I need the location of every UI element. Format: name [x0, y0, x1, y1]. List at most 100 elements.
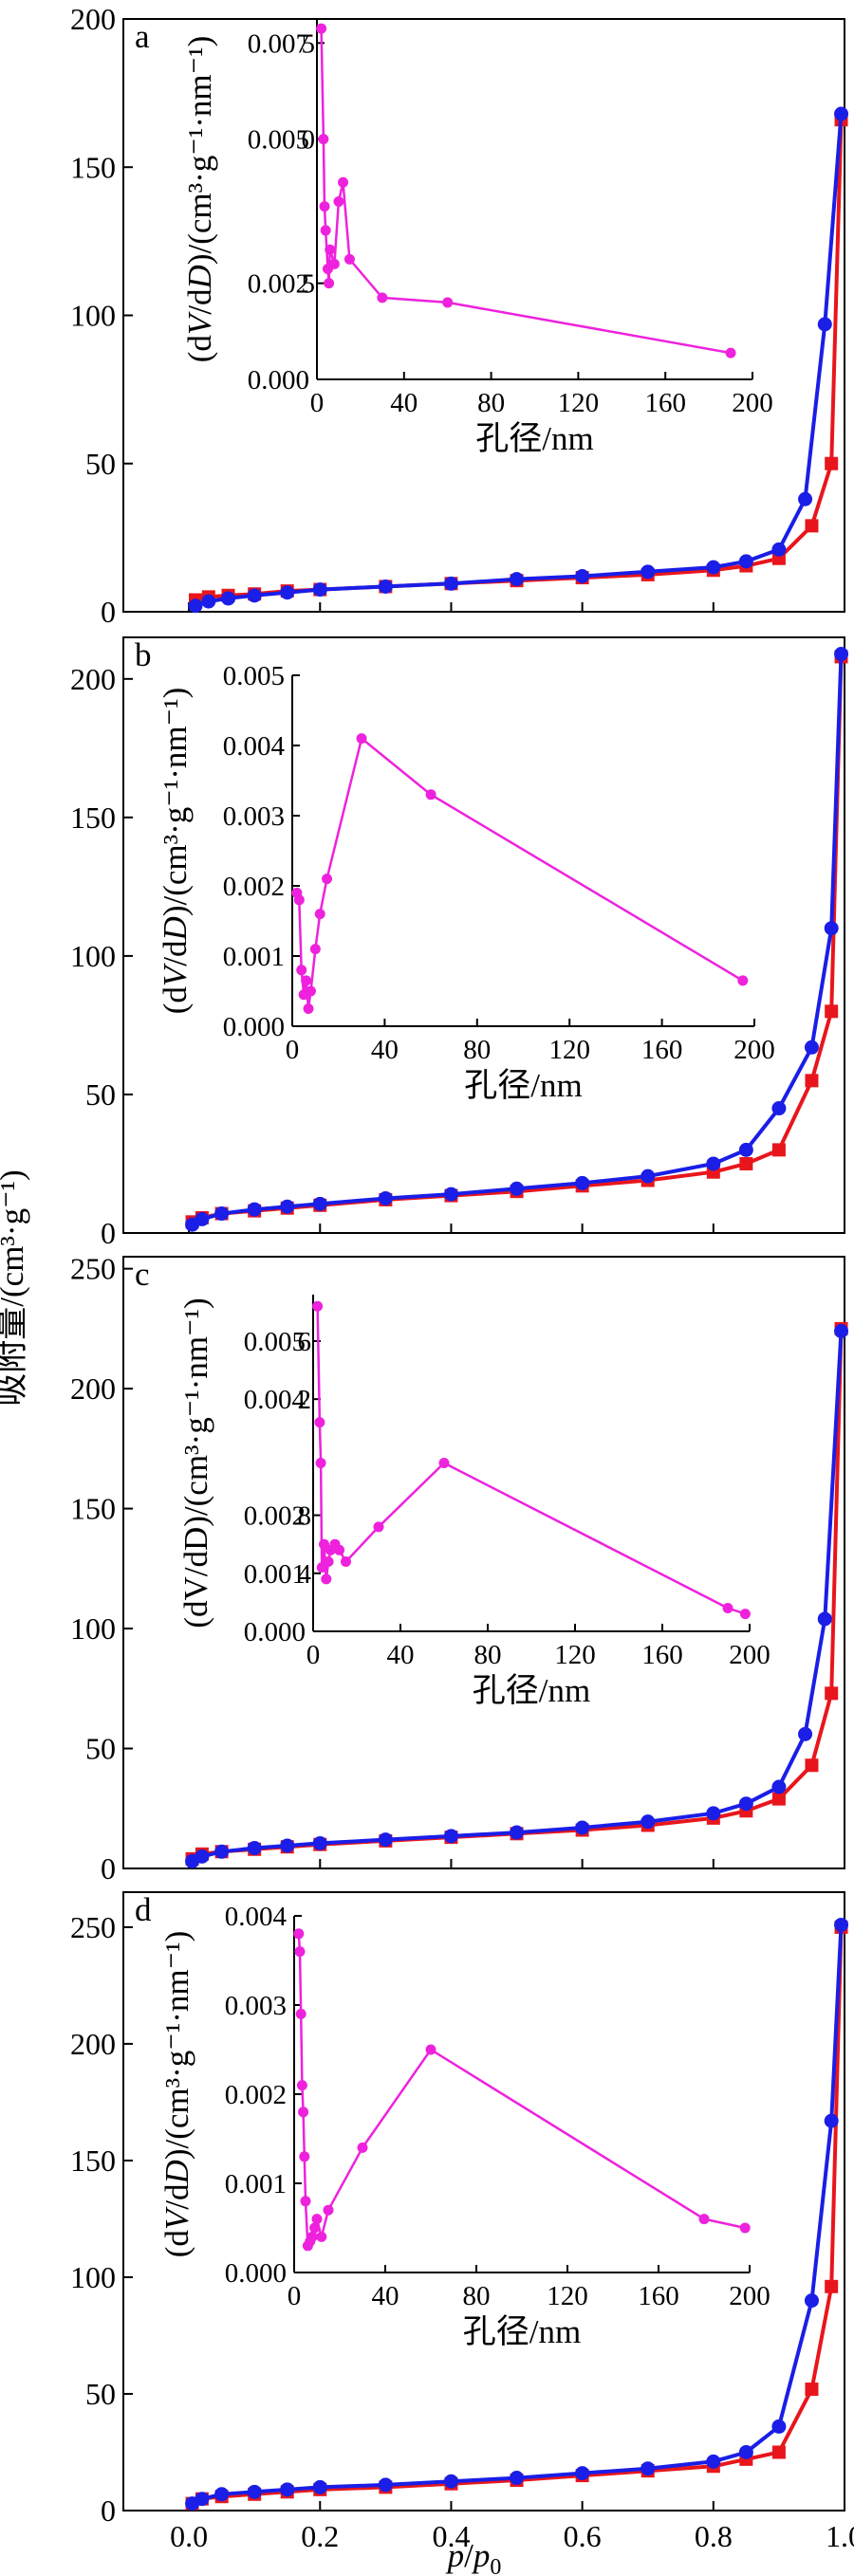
desorption-line	[191, 1924, 844, 2506]
desorption-point	[221, 591, 236, 606]
panel-label: a	[135, 18, 150, 55]
adsorption-point	[825, 456, 839, 470]
inset-x-axis-title: 孔径/nm	[464, 1067, 582, 1104]
inset-line	[320, 28, 732, 355]
inset-x-axis-title: 孔径/nm	[475, 420, 593, 457]
inset-x-tick-label: 40	[371, 1035, 399, 1065]
y-tick-label: 150	[70, 800, 116, 835]
inset-x-tick-label: 200	[732, 388, 773, 418]
inset-point	[318, 134, 329, 145]
inset-y-tick-label: 0.005	[223, 661, 285, 691]
desorption-point	[575, 2466, 590, 2481]
desorption-point	[640, 1168, 656, 1184]
panel-c: c0501001502002500.0000.00140.00280.00420…	[70, 1252, 849, 1886]
inset-point	[442, 297, 454, 308]
inset-y-axis-title: (dV/dD)/(cm³·g⁻¹·nm⁻¹)	[157, 688, 194, 1014]
y-tick-label: 200	[70, 2027, 116, 2061]
inset-point	[311, 2214, 323, 2225]
inset-point	[316, 23, 327, 34]
desorption-point	[738, 1796, 753, 1812]
y-tick-label: 0	[101, 1216, 116, 1250]
x-tick-label: 0.4	[432, 2519, 470, 2553]
inset-line	[297, 1933, 746, 2251]
inset-point	[322, 874, 333, 885]
desorption-line	[191, 653, 844, 1226]
y-tick-label: 100	[70, 2260, 116, 2294]
adsorption-point	[771, 1792, 786, 1806]
inset-point	[314, 1417, 325, 1428]
inset-y-tick-overlay: 2	[298, 1385, 312, 1415]
desorption-point	[771, 542, 787, 557]
inset-point	[325, 244, 336, 255]
inset-x-tick-label: 120	[548, 1035, 590, 1065]
inset-x-tick-label: 160	[641, 1640, 683, 1670]
x-tick-label: 0.2	[301, 2519, 339, 2553]
y-tick-label: 0	[101, 595, 116, 629]
desorption-point	[195, 1849, 210, 1864]
desorption-point	[834, 1917, 849, 1932]
desorption-point	[443, 2474, 458, 2489]
y-tick-label: 200	[70, 2, 116, 36]
y-tick-label: 150	[70, 2144, 116, 2178]
inset-point	[334, 1544, 345, 1555]
adsorption-point	[825, 1004, 839, 1019]
adsorption-point	[771, 1143, 786, 1157]
inset-point	[357, 2142, 368, 2153]
inset-y-axis-title: (dV/dD)/(cm³·g⁻¹·nm⁻¹)	[177, 1297, 214, 1628]
desorption-point	[575, 1175, 590, 1190]
inset-y-tick-label: 0.002	[225, 2080, 287, 2110]
y-tick-label: 50	[85, 2377, 116, 2411]
inset-y-tick-label: 0.004	[223, 731, 286, 762]
inset-x-tick-label: 120	[558, 388, 600, 418]
desorption-point	[312, 582, 327, 598]
inset-x-tick-label: 200	[729, 2281, 770, 2311]
panel-frame	[122, 636, 845, 1234]
desorption-point	[640, 1814, 656, 1830]
adsorption-point	[825, 1686, 839, 1701]
adsorption-point	[805, 1758, 819, 1773]
inset-y-tick-label: 0.000	[223, 1012, 285, 1042]
x-tick-label: 0.0	[170, 2519, 208, 2553]
desorption-point	[201, 594, 216, 609]
desorption-point	[510, 1181, 525, 1196]
inset-y-tick-overlay: 6	[298, 1327, 312, 1357]
inset-point	[301, 975, 312, 986]
inset-point	[323, 1556, 334, 1568]
desorption-point	[378, 2477, 393, 2493]
desorption-point	[214, 1844, 230, 1859]
desorption-point	[510, 2471, 525, 2486]
inset-y-tick-label: 0.000	[225, 2258, 287, 2289]
desorption-point	[824, 2113, 839, 2128]
inset-point	[722, 1603, 733, 1614]
inset-point	[320, 225, 331, 236]
desorption-point	[280, 1199, 295, 1214]
inset-x-tick-label: 120	[554, 1640, 596, 1670]
x-axis-title: p/p0	[445, 2537, 502, 2576]
inset-point	[316, 2231, 327, 2242]
inset-b: 0.000 0.001 0.002 0.003 0.004 0.005 0 40 80 120 16…	[157, 661, 775, 1104]
desorption-point	[575, 1820, 590, 1835]
inset-x-tick-label: 200	[729, 1640, 770, 1670]
desorption-point	[834, 647, 849, 662]
inset-x-tick-label: 40	[390, 388, 418, 418]
inset-x-tick-label: 80	[474, 1640, 502, 1670]
inset-point	[739, 1609, 751, 1620]
desorption-point	[824, 921, 839, 936]
inset-y-tick-label: 0.001	[223, 942, 285, 972]
desorption-point	[247, 588, 262, 603]
inset-y-axis-title: (dV/dD)/(cm³·g⁻¹·nm⁻¹)	[158, 1931, 195, 2257]
inset-y-tick-overlay: 8	[298, 1501, 312, 1532]
inset-d: 0.000 0.001 0.002 0.003 0.004 0 40 80 120 160 200 孔…	[158, 1902, 770, 2350]
inset-y-tick-label: 0.003	[223, 801, 285, 832]
inset-x-tick-label: 160	[641, 1035, 683, 1065]
inset-y-tick-overlay: 5	[302, 269, 316, 300]
inset-x-tick-label: 160	[644, 388, 686, 418]
inset-y-tick-label: 0.002	[248, 269, 309, 300]
inset-point	[319, 201, 330, 212]
desorption-point	[312, 1835, 327, 1850]
inset-x-tick-label: 0	[306, 1640, 321, 1670]
desorption-point	[195, 1211, 210, 1226]
adsorption-line	[191, 1926, 844, 2506]
